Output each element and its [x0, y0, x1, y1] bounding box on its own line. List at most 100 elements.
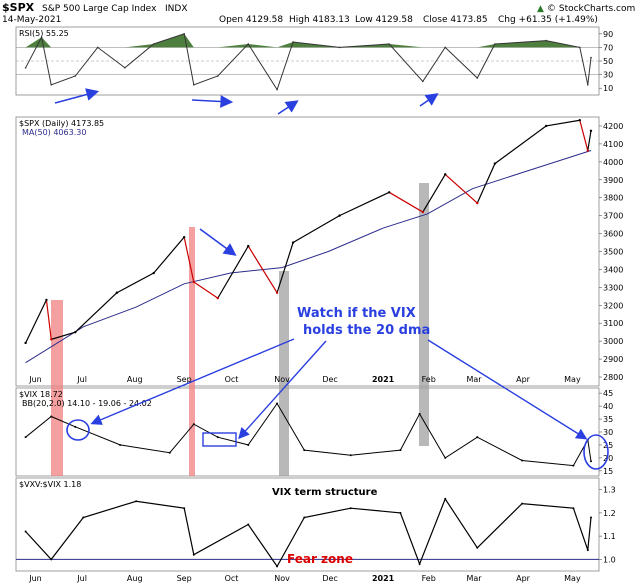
price-point — [216, 296, 220, 300]
price-segment — [193, 281, 219, 299]
price-tick-label: 2800 — [603, 373, 623, 382]
price-tick-label: 4000 — [603, 158, 623, 167]
vix-point — [589, 460, 592, 463]
price-tick-label: 3100 — [603, 319, 623, 328]
ma-legend: MA(50) 4063.30 — [22, 128, 86, 137]
term-point — [135, 500, 138, 503]
term-point — [418, 563, 421, 566]
x-tick-label: Jul — [76, 375, 87, 384]
x-tick-label: Apr — [516, 375, 531, 384]
rsi-tick-label: 90 — [603, 30, 613, 39]
price-tick-label: 3600 — [603, 230, 623, 239]
vix-tick-label: 15 — [603, 467, 613, 476]
vix-point — [50, 415, 53, 418]
price-legend: $SPX (Daily) 4173.85 — [19, 119, 104, 128]
x-tick-label: Oct — [225, 574, 239, 583]
vix-point — [303, 449, 306, 452]
rsi-point — [24, 67, 27, 69]
header-symbol: $SPX — [2, 1, 35, 14]
price-segment — [546, 119, 580, 127]
price-tick-label: 3400 — [603, 265, 623, 274]
vix-tick-label: 35 — [603, 415, 613, 424]
rsi-point — [338, 46, 341, 49]
vix-point — [192, 423, 195, 426]
x-tick-label: Nov — [274, 375, 290, 384]
x-tick-label: May — [564, 375, 581, 384]
term-panel — [15, 477, 600, 572]
x-tick-label: Dec — [322, 375, 337, 384]
price-segment — [25, 299, 47, 344]
price-point — [493, 162, 497, 165]
price-segment — [292, 215, 340, 244]
price-point — [589, 129, 593, 133]
rsi-point — [96, 46, 99, 49]
fear-zone-label: Fear zone — [287, 552, 353, 566]
price-point — [152, 271, 155, 275]
price-segment — [45, 299, 52, 340]
term-point — [247, 523, 250, 526]
term-point — [572, 507, 575, 510]
price-point — [544, 124, 548, 128]
vix-tick-label: 45 — [603, 389, 613, 398]
vix-tick-label: 20 — [603, 454, 613, 463]
price-point — [586, 149, 589, 152]
vix-box-sep — [202, 432, 237, 447]
vix-point — [444, 456, 447, 459]
vix-point — [24, 436, 27, 439]
price-point — [578, 119, 581, 122]
price-point — [476, 201, 479, 205]
gray-band-oct — [279, 271, 289, 476]
header-close: Close 4173.85 — [423, 15, 488, 25]
price-tick-label: 3300 — [603, 283, 623, 292]
brand-arrow: ▲ — [537, 4, 544, 14]
price-point — [247, 244, 250, 248]
price-point — [387, 191, 391, 194]
x-tick-label: Sep — [177, 574, 192, 583]
header-open: Open 4129.58 — [219, 15, 283, 25]
header-chg: Chg +61.35 (+1.49%) — [498, 15, 598, 25]
price-tick-label: 3000 — [603, 337, 623, 346]
x-tick-label: 2021 — [372, 574, 395, 583]
annotation-arrow-may — [427, 339, 588, 440]
term-line — [25, 497, 592, 568]
price-segment — [444, 173, 478, 204]
price-arrow — [199, 228, 237, 256]
price-point — [338, 214, 341, 217]
rsi-point — [50, 84, 53, 86]
price-segment — [422, 174, 446, 213]
red-band-june — [51, 300, 63, 476]
x-tick-label: Jul — [76, 574, 87, 583]
bb-legend: BB(20,2.0) 14.10 - 19.06 - 24.02 — [22, 399, 152, 408]
rsi-point — [74, 75, 77, 77]
rsi-point — [40, 36, 43, 38]
header-name: S&P 500 Large Cap Index — [42, 4, 157, 14]
term-point — [276, 565, 279, 568]
term-tick-label: 1.1 — [603, 532, 616, 541]
rsi-tick-label: 10 — [603, 84, 613, 93]
rsi-arrow-2 — [191, 95, 234, 108]
x-tick-label: 2021 — [372, 375, 395, 384]
rsi-point — [247, 43, 250, 45]
x-tick-label: May — [564, 574, 581, 583]
vix-point — [349, 454, 352, 457]
term-tick-label: 1.2 — [603, 509, 616, 518]
annotation-arrow-sep — [238, 340, 327, 440]
x-tick-label: Sep — [177, 375, 192, 384]
rsi-point — [217, 75, 219, 77]
x-tick-label: Jun — [28, 375, 42, 384]
rsi-line — [25, 33, 592, 91]
price-tick-label: 3800 — [603, 194, 623, 203]
rsi-point — [476, 77, 479, 79]
rsi-point — [183, 33, 185, 35]
price-segment — [116, 272, 155, 294]
vix-point — [168, 451, 171, 454]
rsi-tick-label: 30 — [603, 71, 613, 80]
rsi-point — [545, 39, 547, 42]
price-point — [50, 338, 53, 341]
annotation-arrow-june — [90, 338, 295, 425]
price-point — [24, 341, 27, 345]
rsi-point — [292, 41, 294, 43]
price-tick-label: 3500 — [603, 248, 623, 257]
vix-circle-june — [66, 419, 90, 441]
